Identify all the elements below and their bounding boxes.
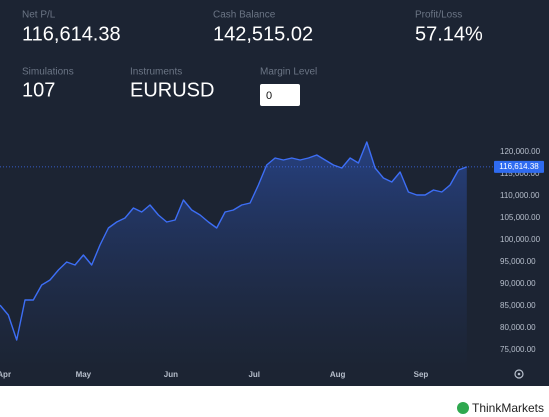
brand-icon [457,402,469,414]
stat-label: Instruments [130,67,182,78]
y-tick-label: 110,000.00 [500,191,540,200]
stat-value: 57.14% [415,23,483,45]
stat-value: EURUSD [130,79,214,101]
margin-label: Margin Level [260,67,317,78]
chart: 75,000.00 80,000.00 85,000.00 90,000.00 95,0… [0,141,544,379]
margin-input[interactable] [260,84,300,106]
area-fill [0,142,467,372]
settings-dot[interactable] [517,372,521,376]
brand: ThinkMarkets [457,401,544,415]
y-tick-label: 120,000.00 [500,147,541,156]
x-tick-label: Sep [414,370,429,379]
x-tick-label: Jul [248,370,260,379]
y-tick-label: 80,000.00 [500,323,536,332]
x-tick-label: May [76,370,92,379]
line [0,141,468,341]
stats: Net P/L 116,614.38 Cash Balance 142,515.… [22,10,483,106]
stat-value: 116,614.38 [22,23,121,45]
y-tick-label: 90,000.00 [500,279,536,288]
y-tick-label: 105,000.00 [500,213,541,222]
brand-name: ThinkMarkets [472,401,544,415]
y-tick-label: 85,000.00 [500,301,536,310]
stat-value: 107 [22,79,55,101]
current-value-box [494,160,544,173]
x-tick-label: Jun [164,370,178,379]
settings-icon[interactable] [514,369,524,379]
stat-label: Simulations [22,67,74,78]
stat-value: 142,515.02 [213,23,313,45]
x-tick-label: Aug [330,370,346,379]
stat-label: Profit/Loss [415,10,462,21]
y-tick-label: 95,000.00 [500,257,536,266]
stat-label: Cash Balance [213,10,276,21]
y-tick-label: 115,000.00 [500,169,540,178]
stat-label: Net P/L [22,10,56,21]
y-tick-label: 100,000.00 [500,235,541,244]
margin-input-value[interactable]: 0 [266,90,272,102]
x-tick-label: Apr [0,370,11,379]
y-tick-label: 75,000.00 [500,345,536,354]
current-value-label: 116,614.38 [499,162,539,171]
settings-ring[interactable] [514,369,524,379]
